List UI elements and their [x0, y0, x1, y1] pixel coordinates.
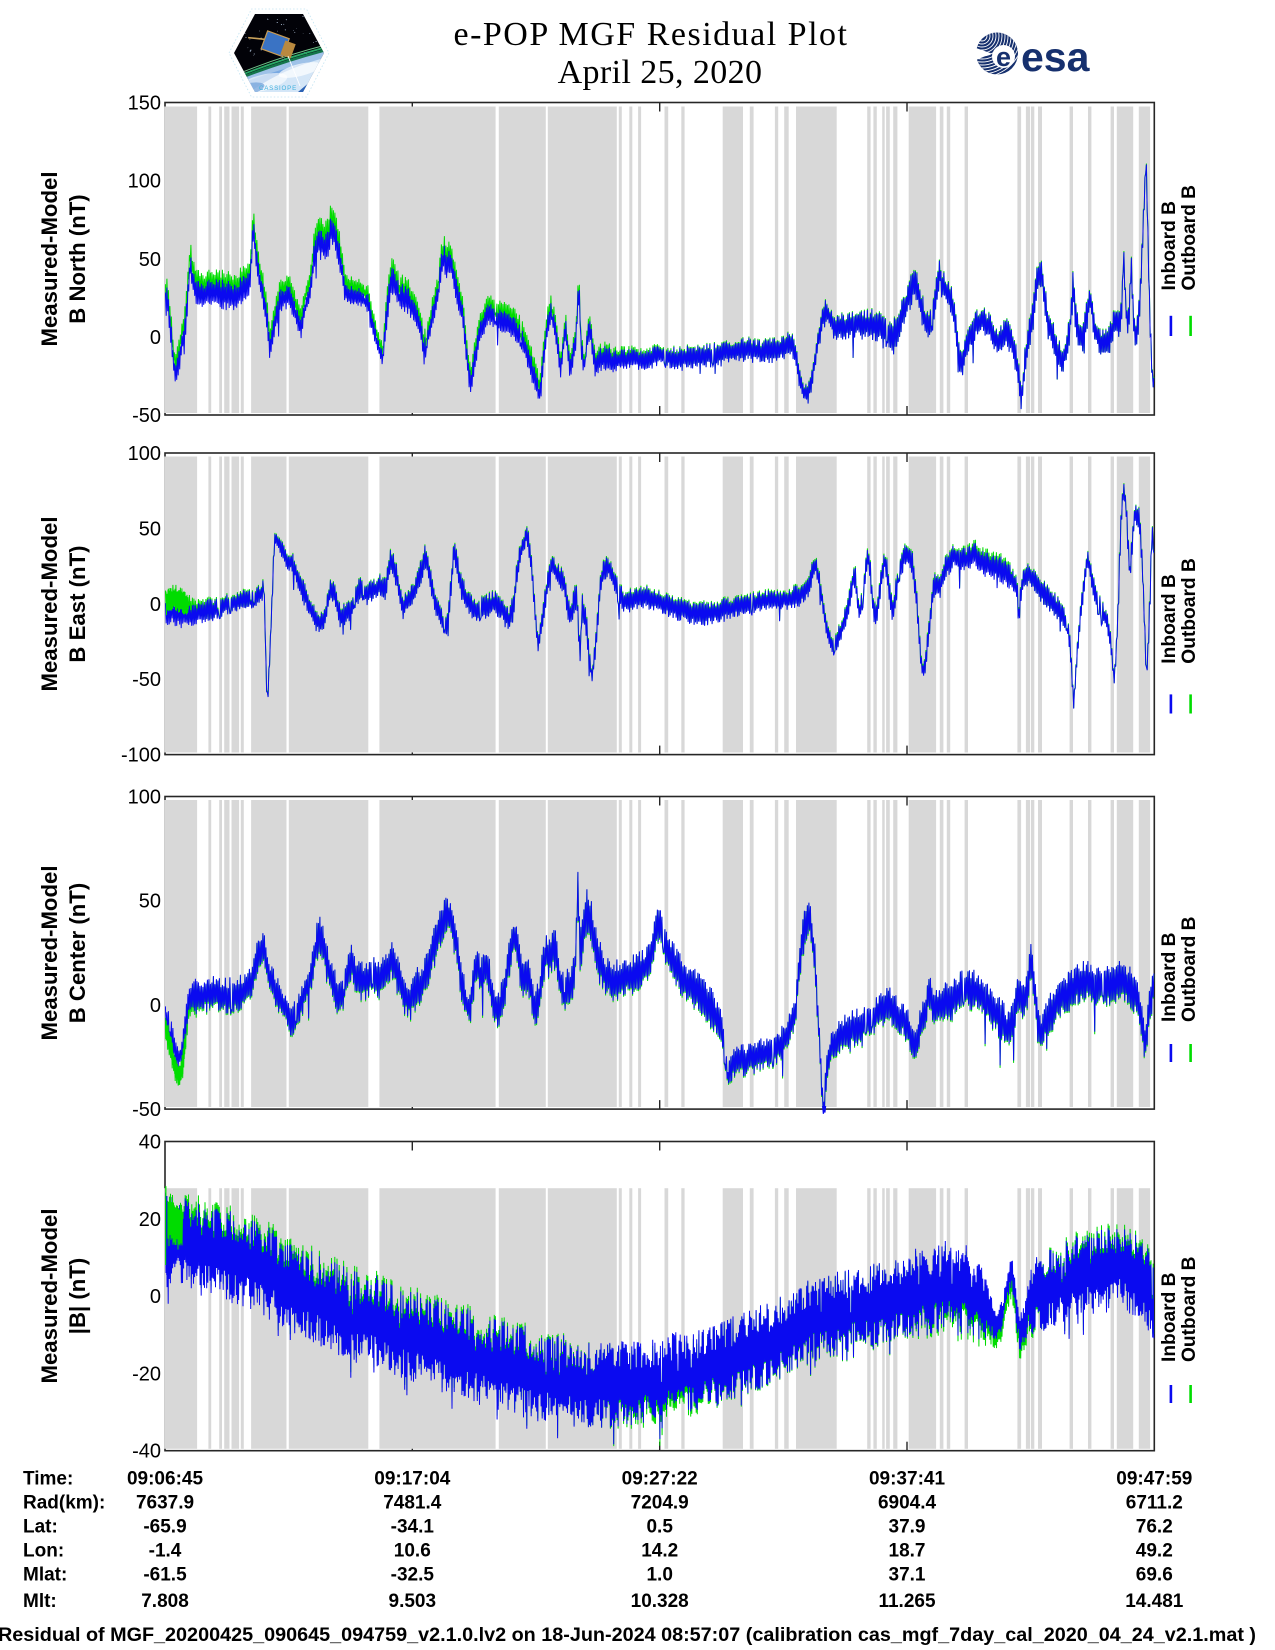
svg-text:e: e [996, 42, 1011, 72]
svg-text:Outboard B: Outboard B [1179, 1256, 1200, 1362]
svg-text:Inboard B: Inboard B [1159, 932, 1180, 1022]
svg-text:100: 100 [128, 787, 161, 809]
svg-text:Time:: Time: [23, 1469, 73, 1490]
svg-text:7204.9: 7204.9 [631, 1493, 689, 1514]
svg-text:14.2: 14.2 [641, 1541, 678, 1562]
svg-text:14.481: 14.481 [1125, 1591, 1184, 1612]
svg-text:-1.4: -1.4 [149, 1541, 182, 1562]
svg-text:Residual of MGF_20200425_09064: Residual of MGF_20200425_090645_094759_v… [0, 1624, 1256, 1646]
svg-text:7637.9: 7637.9 [136, 1493, 194, 1514]
svg-text:09:37:41: 09:37:41 [869, 1469, 945, 1490]
svg-text:49.2: 49.2 [1136, 1541, 1173, 1562]
svg-text:B East (nT): B East (nT) [65, 545, 90, 662]
svg-text:100: 100 [128, 171, 161, 193]
svg-text:-61.5: -61.5 [143, 1564, 187, 1585]
svg-text:0: 0 [150, 594, 161, 616]
svg-text:-65.9: -65.9 [143, 1517, 186, 1538]
svg-text:-50: -50 [132, 1099, 161, 1121]
svg-text:6904.4: 6904.4 [878, 1493, 937, 1514]
svg-text:Outboard B: Outboard B [1179, 558, 1200, 664]
svg-text:Measured-Model: Measured-Model [37, 865, 62, 1040]
svg-text:10.328: 10.328 [631, 1591, 689, 1612]
svg-text:-100: -100 [121, 745, 161, 767]
svg-text:50: 50 [139, 249, 161, 271]
svg-text:76.2: 76.2 [1136, 1517, 1173, 1538]
svg-text:Inboard B: Inboard B [1159, 1272, 1180, 1362]
svg-text:09:47:59: 09:47:59 [1116, 1469, 1192, 1490]
svg-text:Inboard B: Inboard B [1159, 574, 1180, 664]
svg-text:6711.2: 6711.2 [1126, 1493, 1183, 1514]
svg-text:Rad(km):: Rad(km): [23, 1493, 105, 1514]
svg-text:B Center (nT): B Center (nT) [65, 883, 90, 1024]
svg-text:|B| (nT): |B| (nT) [65, 1258, 90, 1335]
svg-text:B North (nT): B North (nT) [65, 194, 90, 323]
svg-text:7481.4: 7481.4 [383, 1493, 442, 1514]
svg-text:20: 20 [139, 1209, 161, 1231]
svg-text:09:27:22: 09:27:22 [622, 1469, 698, 1490]
svg-text:CASSIOPE: CASSIOPE [259, 85, 297, 92]
svg-text:1.0: 1.0 [646, 1564, 672, 1585]
svg-text:100: 100 [128, 443, 161, 465]
svg-text:0: 0 [150, 327, 161, 349]
svg-text:18.7: 18.7 [889, 1541, 926, 1562]
svg-text:50: 50 [139, 891, 161, 913]
svg-text:50: 50 [139, 518, 161, 540]
svg-text:0: 0 [150, 995, 161, 1017]
svg-text:Inboard B: Inboard B [1159, 201, 1180, 291]
svg-text:69.6: 69.6 [1136, 1564, 1173, 1585]
svg-text:150: 150 [128, 93, 161, 115]
svg-text:esa: esa [1021, 34, 1091, 80]
svg-text:-40: -40 [132, 1441, 161, 1463]
svg-text:09:06:45: 09:06:45 [127, 1469, 203, 1490]
svg-text:Measured-Model: Measured-Model [37, 516, 62, 691]
svg-text:-32.5: -32.5 [391, 1564, 435, 1585]
svg-text:Outboard B: Outboard B [1179, 185, 1200, 291]
svg-text:Measured-Model: Measured-Model [37, 171, 62, 346]
svg-text:0.5: 0.5 [646, 1517, 673, 1538]
svg-text:40: 40 [139, 1132, 161, 1154]
svg-text:10.6: 10.6 [394, 1541, 431, 1562]
svg-text:-50: -50 [132, 669, 161, 691]
svg-text:7.808: 7.808 [141, 1591, 189, 1612]
svg-text:Lat:: Lat: [23, 1517, 58, 1538]
svg-text:11.265: 11.265 [878, 1591, 935, 1612]
svg-text:e-POP MGF Residual Plot: e-POP MGF Residual Plot [453, 16, 848, 53]
svg-text:-50: -50 [132, 405, 161, 427]
svg-text:Outboard B: Outboard B [1179, 916, 1200, 1022]
svg-text:Lon:: Lon: [23, 1541, 64, 1562]
svg-text:37.9: 37.9 [889, 1517, 926, 1538]
svg-text:Mlat:: Mlat: [23, 1564, 67, 1585]
svg-text:-20: -20 [132, 1363, 161, 1385]
svg-text:Measured-Model: Measured-Model [37, 1208, 62, 1383]
svg-text:-34.1: -34.1 [391, 1517, 435, 1538]
svg-text:Mlt:: Mlt: [23, 1591, 57, 1612]
svg-text:09:17:04: 09:17:04 [374, 1469, 450, 1490]
svg-text:37.1: 37.1 [889, 1564, 926, 1585]
svg-text:April 25, 2020: April 25, 2020 [558, 54, 763, 91]
svg-text:0: 0 [150, 1286, 161, 1308]
svg-text:9.503: 9.503 [389, 1591, 437, 1612]
